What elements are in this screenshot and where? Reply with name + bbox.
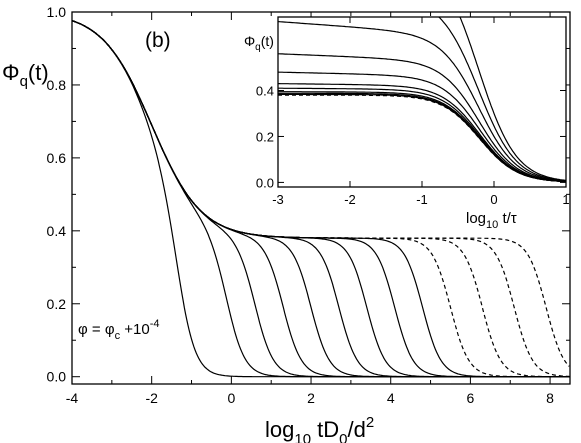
inset-series-line-1 [459,17,566,181]
main-x-tick-label: 0 [227,390,235,406]
main-x-tick-label: -4 [66,390,79,406]
main-y-tick-label: 0.4 [47,223,67,239]
main-series-line-13 [71,20,570,367]
inset-series-line-4 [278,53,566,182]
inset-x-tick-label: -3 [272,192,284,207]
main-x-label-mid2: /d [348,417,366,442]
inset-ticks: -3 -2 -1 0 1 0.0 0.2 0.4 [256,17,570,207]
phi-annotation-plus: +10 [120,321,150,338]
inset-x-label-rest: t/τ [498,210,517,227]
main-x-tick-label: 8 [546,390,554,406]
main-y-label-sub: q [20,73,28,90]
phi-annotation-sup: -4 [150,318,160,330]
main-plot-frame [71,11,571,385]
panel-label: (b) [145,29,171,52]
inset-y-tick-label: 0.4 [256,84,274,99]
main-y-tick-label: 0.6 [47,150,67,166]
main-x-tick-label: 6 [467,390,475,406]
inset-curve-group [278,17,566,183]
main-y-tick-label: 0.2 [47,296,67,312]
main-y-label-main: Φ [2,60,20,85]
main-x-label-sup: 2 [366,414,374,431]
inset-x-tick-label: 0 [490,192,497,207]
inset-y-label-rest: (t) [261,33,274,49]
main-x-tick-label: 4 [387,390,395,406]
inset-series-line-2 [437,17,566,182]
phi-annotation-sub: c [115,330,121,342]
inset-x-tick-label: -1 [416,192,428,207]
main-y-tick-label: 1.0 [47,4,67,20]
inset-x-axis-label: log10 t/τ [466,210,517,231]
inset-series-line-3 [278,21,566,182]
inset-x-label-sub: 10 [486,219,498,231]
main-x-axis-label: log10 tD0/d2 [265,414,374,443]
inset-x-tick-label: 1 [562,192,569,207]
inset-x-tick-label: -2 [344,192,356,207]
inset-series-line-11 [278,94,566,183]
main-x-label-sub2: 0 [339,431,347,443]
inset-background [278,17,566,187]
inset-x-label-main: log [466,210,486,227]
inset-y-axis-label: Φq(t) [244,33,274,53]
main-curves [71,20,570,378]
main-ticks: -4 -2 0 2 4 6 8 0.0 0.2 0.4 0.6 0.8 1.0 [47,4,570,406]
main-y-tick-label: 0.0 [47,369,67,385]
main-x-label-main: log [265,417,294,442]
main-x-tick-label: -2 [145,390,158,406]
phi-annotation: φ = φc +10-4 [78,318,159,342]
main-y-axis-label: Φq(t) [2,60,49,90]
main-x-tick-label: 2 [307,390,315,406]
main-x-label-sub: 10 [294,431,311,443]
main-x-label-mid: tD [311,417,339,442]
inset-y-label-sub: q [255,42,261,53]
main-y-label-rest: (t) [28,60,49,85]
inset-series-line-5 [278,71,566,182]
inset-y-label-main: Φ [244,33,255,49]
inset-curves [278,17,566,183]
main-y-tick-label: 0.8 [47,77,67,93]
phi-annotation-main: φ = φ [78,321,115,338]
inset-y-tick-label: 0.2 [256,129,274,144]
inset-y-tick-label: 0.0 [256,175,274,190]
